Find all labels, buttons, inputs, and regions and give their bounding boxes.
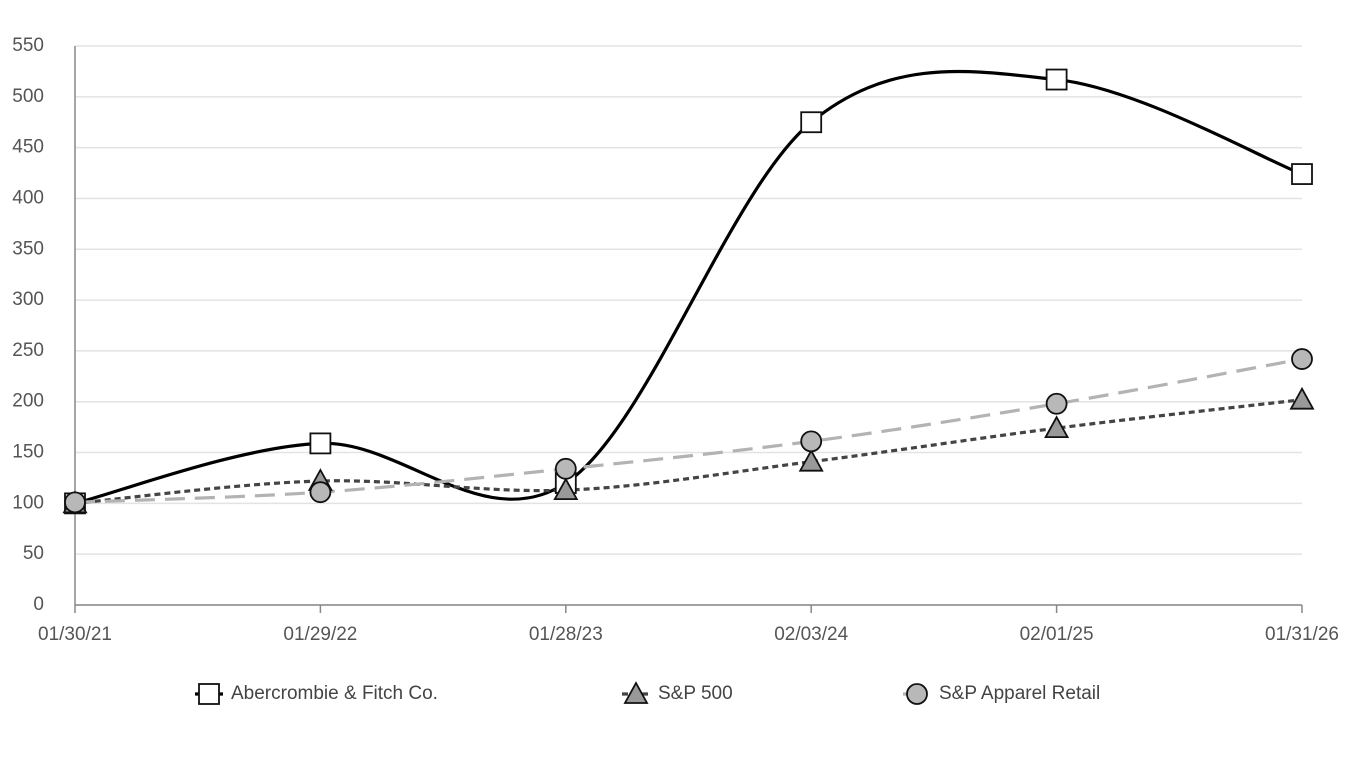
x-tick-label: 01/30/21	[38, 624, 112, 645]
series-line	[74, 357, 1303, 504]
marker	[309, 481, 332, 504]
marker	[1044, 415, 1070, 439]
y-tick-label: 450	[12, 137, 44, 158]
x-tick-label: 01/28/23	[529, 624, 603, 645]
y-tick-label: 550	[12, 35, 44, 56]
series-line	[74, 398, 1303, 505]
axes: 0 50 100 150 200 250 300 350 400 450 500 550 01/30/2…	[12, 35, 1339, 645]
y-tick-label: 150	[12, 442, 44, 463]
y-tick-label: 100	[12, 492, 44, 513]
x-tick-label: 02/01/25	[1020, 624, 1094, 645]
marker	[1289, 386, 1315, 410]
marker	[1291, 348, 1313, 370]
legend-label: S&P 500	[658, 683, 733, 704]
marker	[1291, 163, 1313, 185]
marker	[553, 477, 579, 501]
marker	[554, 457, 577, 480]
marker	[906, 683, 928, 705]
marker	[798, 448, 824, 472]
x-tick-label: 01/29/22	[283, 624, 357, 645]
marker	[309, 432, 332, 455]
x-tick-label: 01/31/26	[1265, 624, 1339, 645]
y-tick-label: 300	[12, 289, 44, 310]
y-tick-label: 350	[12, 238, 44, 259]
y-tick-label: 250	[12, 340, 44, 361]
series-line	[74, 69, 1303, 505]
y-tick-label: 500	[12, 86, 44, 107]
legend-label: Abercrombie & Fitch Co.	[231, 683, 438, 704]
marker	[198, 683, 220, 705]
marker	[623, 681, 649, 704]
y-tick-label: 400	[12, 187, 44, 208]
y-tick-label: 200	[12, 391, 44, 412]
plot-area	[62, 68, 1315, 515]
y-tick-label: 0	[33, 594, 44, 615]
grid	[75, 45, 1302, 606]
marker	[800, 430, 823, 453]
marker	[64, 491, 86, 514]
marker	[1045, 68, 1068, 91]
x-tick-label: 02/03/24	[774, 624, 848, 645]
legend: Abercrombie & Fitch Co. S&P 500 S&P Appare…	[195, 681, 1100, 705]
marker	[800, 111, 823, 134]
y-tick-label: 50	[23, 543, 44, 564]
marker	[1045, 392, 1068, 415]
legend-label: S&P Apparel Retail	[939, 683, 1100, 704]
